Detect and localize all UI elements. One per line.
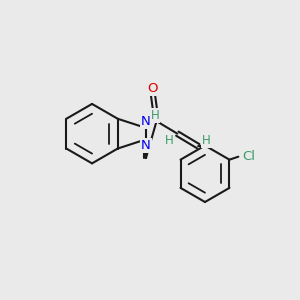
Text: H: H (151, 109, 159, 122)
Text: H: H (202, 134, 211, 147)
Text: Cl: Cl (243, 150, 256, 163)
Text: H: H (165, 134, 173, 147)
Text: N: N (141, 140, 151, 152)
Text: N: N (141, 115, 151, 128)
Text: O: O (147, 82, 158, 95)
